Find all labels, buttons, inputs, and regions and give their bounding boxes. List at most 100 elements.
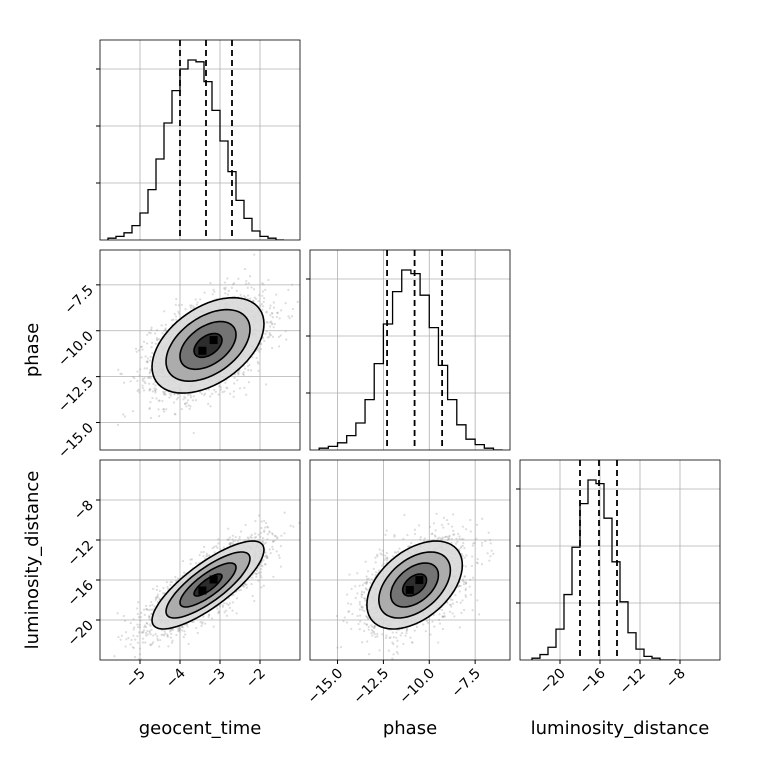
scatter-point [137, 601, 140, 604]
scatter-point [260, 576, 263, 579]
scatter-point [459, 601, 462, 604]
scatter-point [443, 615, 447, 618]
scatter-point [410, 641, 414, 644]
density-peak [198, 586, 207, 595]
scatter-point [230, 286, 233, 289]
scatter-point [385, 551, 389, 555]
scatter-point [148, 616, 151, 620]
scatter-point [469, 530, 472, 533]
scatter-point [391, 631, 394, 634]
scatter-point [265, 555, 268, 558]
scatter-point [431, 620, 434, 623]
scatter-point [161, 399, 164, 403]
scatter-point [457, 584, 460, 587]
scatter-point [277, 335, 281, 338]
y-tick-label-luminosity_distance: −16 [65, 577, 97, 609]
scatter-point [259, 347, 263, 351]
scatter-point [208, 613, 211, 616]
scatter-point [287, 288, 290, 291]
scatter-point [402, 642, 405, 645]
scatter-point [409, 636, 412, 639]
scatter-point [349, 603, 353, 606]
scatter-point [392, 653, 395, 656]
scatter-point [149, 401, 152, 404]
scatter-point [161, 390, 165, 393]
scatter-point [129, 643, 132, 646]
scatter-point [464, 582, 468, 585]
scatter-point [127, 636, 130, 640]
scatter-point [385, 556, 389, 559]
x-tick-label-geocent_time: −2 [243, 666, 269, 692]
scatter-point [145, 361, 148, 364]
x-tick-label-phase: −7.5 [449, 666, 484, 701]
scatter-point [464, 587, 467, 590]
scatter-point [254, 520, 257, 523]
scatter-point [159, 638, 162, 642]
scatter-point [166, 585, 169, 589]
scatter-point [242, 294, 246, 298]
scatter-point [291, 283, 294, 286]
panel-frame [309, 249, 511, 451]
scatter-point [277, 345, 281, 348]
scatter-point [149, 416, 153, 420]
scatter-point [284, 330, 287, 333]
scatter-point [380, 553, 384, 556]
scatter-point [244, 296, 247, 299]
scatter-point [156, 593, 160, 596]
scatter-point [393, 534, 396, 537]
scatter-point [192, 431, 195, 435]
scatter-point [163, 410, 166, 413]
scatter-point [149, 624, 152, 627]
scatter-point [385, 529, 388, 532]
scatter-point [237, 277, 240, 280]
scatter-point [136, 641, 140, 644]
scatter-point [216, 607, 219, 610]
scatter-point [221, 604, 225, 607]
scatter-point [154, 384, 157, 387]
scatter-point [184, 402, 187, 405]
scatter-point [465, 528, 468, 531]
scatter-point [248, 363, 251, 366]
scatter-point [357, 622, 360, 626]
scatter-point [461, 579, 464, 582]
scatter-point [231, 538, 234, 541]
scatter-point [441, 615, 444, 618]
scatter-point [463, 580, 466, 584]
scatter-point [442, 615, 445, 618]
scatter-point [150, 326, 153, 329]
scatter-point [434, 535, 437, 538]
scatter-point [461, 578, 465, 581]
x-axis-label-phase: phase [383, 718, 437, 739]
scatter-point [228, 392, 232, 395]
scatter-point [148, 407, 151, 411]
scatter-point [218, 385, 221, 388]
scatter-point [427, 621, 430, 624]
scatter-point [481, 544, 484, 547]
scatter-point [455, 537, 458, 540]
scatter-point [366, 577, 369, 581]
scatter-point [373, 625, 377, 628]
scatter-point [137, 626, 140, 629]
scatter-point [247, 381, 250, 384]
scatter-point [140, 611, 143, 614]
scatter-point [292, 525, 295, 528]
scatter-point [397, 550, 400, 553]
scatter-point [94, 378, 96, 380]
scatter-point [225, 386, 228, 389]
scatter-point [226, 538, 229, 541]
scatter-point [136, 370, 139, 373]
scatter-point [148, 406, 151, 410]
scatter-point [261, 294, 264, 297]
scatter-point [422, 539, 425, 542]
scatter-point [269, 551, 272, 555]
scatter-point [405, 630, 408, 633]
scatter-point [152, 641, 155, 644]
scatter-point [269, 321, 272, 324]
scatter-point [256, 348, 259, 352]
scatter-point [163, 393, 166, 396]
scatter-point [360, 590, 364, 593]
scatter-point [233, 382, 236, 385]
scatter-point [231, 542, 234, 545]
scatter-point [447, 537, 451, 540]
scatter-point [147, 382, 151, 385]
